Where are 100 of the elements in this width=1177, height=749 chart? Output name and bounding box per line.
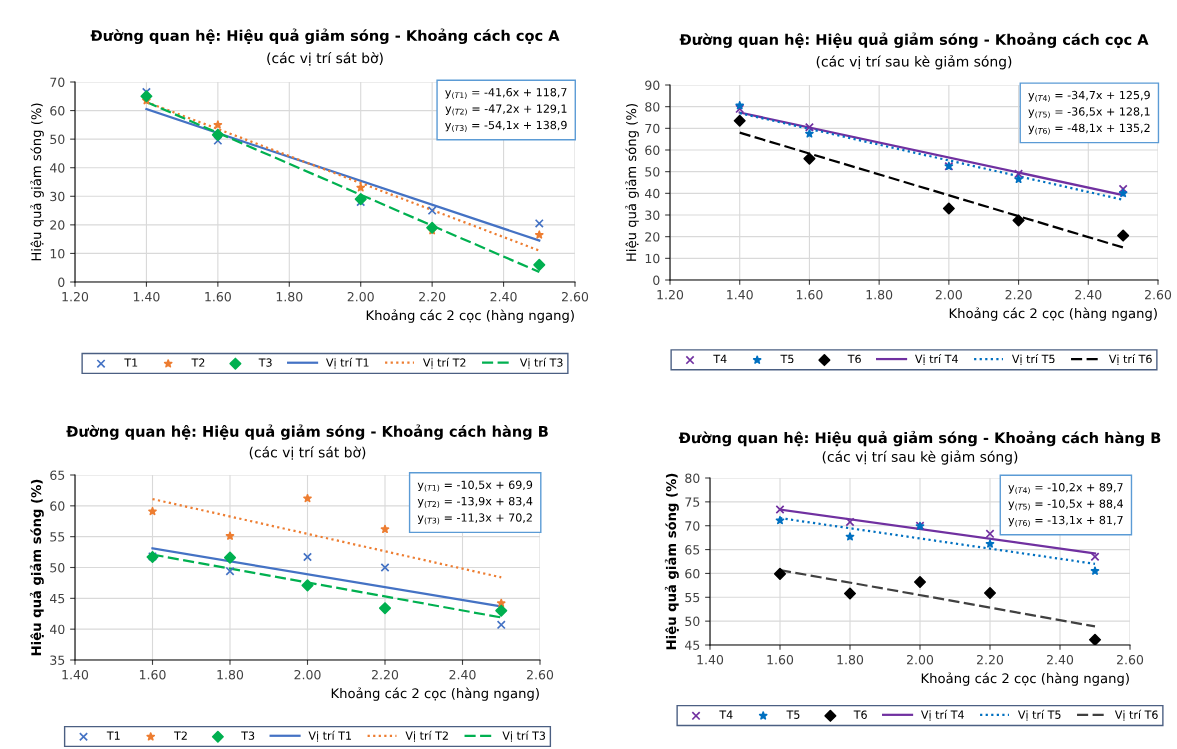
legend-label: T2 — [174, 731, 187, 740]
legend-label: Vị trí T4 — [921, 709, 964, 721]
x-tick-label: 1.20 — [657, 289, 684, 300]
legend-label: Vị trí T1 — [326, 357, 369, 369]
y-tick-label: 50 — [685, 616, 700, 627]
y-tick-label: 30 — [645, 210, 660, 220]
legend-label: Vị trí T3 — [502, 730, 546, 742]
y-tick-label: 65 — [685, 545, 700, 555]
y-tick-label: 70 — [50, 77, 65, 87]
x-axis-title: Khoảng các 2 cọc (hàng ngang) — [366, 309, 574, 323]
legend-label: T6 — [853, 710, 867, 719]
legend-label: Vị trí T2 — [405, 730, 448, 742]
y-tick-label: 80 — [685, 473, 700, 483]
y-tick-label: 10 — [645, 253, 660, 264]
y-tick-label: 40 — [49, 624, 65, 635]
legend-label: Vị trí T6 — [1114, 709, 1158, 721]
x-tick-label: 2.60 — [527, 669, 554, 680]
legend-label: Vị trí T5 — [1011, 354, 1055, 365]
chart-title: Đường quan hệ: Hiệu quả giảm sóng - Khoảng cách hàng B — [678, 430, 1161, 447]
y-tick-label: 70 — [685, 521, 700, 531]
x-tick-label: 1.60 — [139, 669, 166, 680]
annotation: y$_{(T4)}$ = -34,7x + 125,9 — [1028, 90, 1150, 102]
x-tick-label: 1.20 — [62, 291, 89, 302]
y-tick-label: 0 — [58, 277, 65, 287]
legend-label: Vị trí T2 — [422, 357, 466, 369]
y-tick-label: 35 — [50, 655, 65, 665]
x-tick-label: 2.40 — [1075, 289, 1102, 300]
y-tick-label: 55 — [50, 532, 65, 542]
legend-label: Vị trí T1 — [308, 730, 352, 742]
chart-subtitle: (các vị trí sát bờ) — [267, 52, 383, 66]
x-tick-label: 2.60 — [1117, 654, 1144, 665]
x-tick-label: 1.40 — [62, 669, 89, 680]
legend-label: Vị trí T6 — [1108, 354, 1152, 365]
chart-title: Đường quan hệ: Hiệu quả giảm sóng - Khoảng cách hàng B — [66, 424, 548, 440]
annotation: y$_{(T5)}$ = -10,5x + 88,4 — [1008, 499, 1123, 511]
legend-label: T4 — [713, 354, 727, 363]
x-tick-label: 2.20 — [977, 654, 1004, 665]
legend-label: T6 — [847, 354, 861, 364]
x-tick-label: 1.80 — [276, 291, 303, 302]
x-axis-title: Khoảng các 2 cọc (hàng ngang) — [331, 687, 539, 701]
y-tick-label: 0 — [653, 275, 660, 285]
y-tick-label: 60 — [50, 106, 65, 116]
annotation: y$_{(T3)}$ = -54,1x + 138,9 — [445, 120, 567, 132]
annotation: y$_{(T6)}$ = -48,1x + 135,2 — [1028, 123, 1150, 135]
y-tick-label: 90 — [645, 80, 660, 90]
chart-title: Đường quan hệ: Hiệu quả giảm sóng - Khoảng cách cọc A — [90, 28, 560, 44]
y-tick-label: 50 — [50, 134, 65, 145]
legend-label: T3 — [258, 358, 272, 367]
y-tick-label: 10 — [50, 248, 65, 259]
x-tick-label: 1.60 — [767, 654, 794, 665]
x-tick-label: 2.00 — [907, 654, 934, 665]
chart-subtitle: (các vị trí sau kè giảm sóng) — [822, 450, 1018, 465]
legend-label: T5 — [786, 710, 800, 719]
x-tick-label: 2.60 — [1145, 289, 1172, 300]
y-tick-label: 40 — [49, 163, 65, 173]
x-tick-label: 2.00 — [294, 669, 321, 680]
x-tick-label: 1.40 — [697, 654, 724, 665]
legend-label: Vị trí T3 — [519, 357, 563, 369]
x-tick-label: 1.80 — [866, 289, 893, 300]
y-tick-label: 80 — [645, 102, 660, 112]
x-tick-label: 2.60 — [562, 291, 589, 302]
y-tick-label: 60 — [685, 568, 700, 579]
y-tick-label: 55 — [685, 592, 700, 603]
y-tick-label: 20 — [645, 232, 660, 242]
y-tick-label: 60 — [645, 145, 660, 155]
y-tick-label: 75 — [685, 497, 700, 507]
legend-label: T1 — [124, 358, 138, 367]
legend-label: T3 — [241, 731, 255, 740]
chart-title: Đường quan hệ: Hiệu quả giảm sóng - Khoảng cách cọc A — [679, 32, 1149, 48]
x-tick-label: 2.00 — [935, 289, 962, 300]
y-tick-label: 20 — [50, 220, 65, 230]
x-tick-label: 1.40 — [727, 289, 753, 300]
x-tick-label: 1.60 — [205, 291, 231, 302]
y-tick-label: 70 — [645, 123, 660, 134]
annotation: y$_{(T2)}$ = -47,2x + 129,1 — [445, 104, 567, 116]
y-tick-label: 45 — [684, 640, 700, 650]
annotation: y$_{(T1)}$ = -41,6x + 118,7 — [445, 88, 567, 100]
x-tick-label: 2.00 — [347, 291, 374, 302]
x-tick-label: 1.40 — [133, 291, 160, 302]
y-axis-title: Hiệu quả giảm sóng (%) — [664, 473, 679, 650]
x-tick-label: 2.20 — [372, 669, 399, 680]
chart-subtitle: (các vị trí sau kè giảm sóng) — [816, 55, 1012, 70]
legend-label: T1 — [106, 731, 120, 740]
y-tick-label: 50 — [50, 562, 65, 573]
y-axis-title: Hiệu quả giảm sóng (%) — [30, 103, 44, 261]
x-axis-title: Khoảng các 2 cọc (hàng ngang) — [921, 672, 1129, 686]
x-tick-label: 2.20 — [1005, 289, 1032, 300]
x-tick-label: 2.40 — [449, 669, 476, 680]
legend-label: Vị trí T5 — [1017, 709, 1061, 721]
annotation: y$_{(T5)}$ = -36,5x + 128,1 — [1028, 107, 1150, 119]
annotation: y$_{(T1)}$ = -10,5x + 69,9 — [417, 480, 533, 492]
x-tick-label: 1.60 — [796, 289, 823, 300]
y-tick-label: 45 — [49, 593, 65, 604]
annotation: y$_{(T4)}$ = -10,2x + 89,7 — [1008, 483, 1123, 495]
y-tick-label: 30 — [50, 191, 65, 202]
annotation: y$_{(T3)}$ = -11,3x + 70,2 — [417, 513, 532, 525]
y-axis-title: Hiệu quả giảm sóng (%) — [29, 479, 44, 656]
x-tick-label: 2.40 — [1047, 654, 1074, 665]
y-tick-label: 40 — [644, 188, 660, 199]
legend-label: Vị trí T4 — [915, 354, 958, 365]
